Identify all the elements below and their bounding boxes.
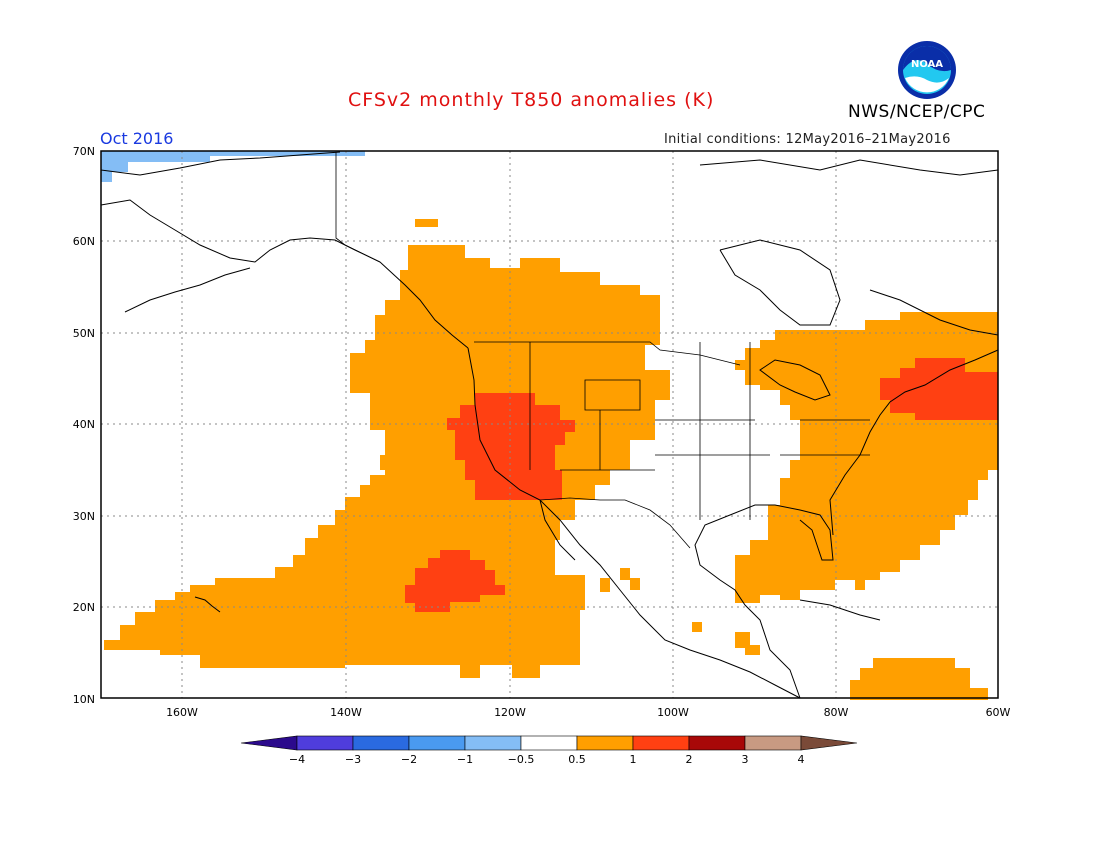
gulf-coast [694,504,834,699]
anomaly-region-warm-central-america [692,622,702,632]
valid-month-label: Oct 2016 [100,129,174,148]
anomaly-region-warm-east [735,312,998,603]
lon-label: 160W [166,706,198,719]
lat-label: 10N [73,693,95,706]
lat-label: 40N [73,418,95,431]
anomaly-region-hot-northeast [880,358,998,420]
lat-label: 50N [73,327,95,340]
anomaly-region-hot-california [447,393,575,500]
agency-label: NWS/NCEP/CPC [848,102,986,122]
colorbar-label: 1 [630,753,637,766]
alaska-coast [100,199,469,349]
lat-label: 70N [73,145,95,158]
lat-labels: 70N 60N 50N 40N 30N 20N 10N [73,145,95,706]
colorbar-label: −2 [401,753,417,766]
anomaly-region-warm-mexico-dot2 [620,568,640,590]
colorbar-label: 0.5 [568,753,586,766]
lon-labels: 160W 140W 120W 100W 80W 60W [166,706,1010,719]
lat-label: 20N [73,601,95,614]
east-coast [829,349,999,536]
noaa-logo-text: NOAA [911,59,943,70]
great-lakes [759,359,831,401]
cuba [799,599,881,621]
chart-title: CFSv2 monthly T850 anomalies (K) [348,89,715,111]
colorbar-swatch [744,735,802,751]
colorbar-swatch [408,735,466,751]
anomaly-region-warm-pacific [104,245,670,678]
colorbar-label: −4 [289,753,305,766]
aleutians [124,267,251,313]
lon-label: 120W [494,706,526,719]
anomaly-region-warm-caribbean [850,658,988,700]
lon-label: 80W [824,706,849,719]
anomaly-region-hot-pacific [405,550,505,612]
colorbar-swatch [520,735,578,751]
noaa-logo-icon: NOAA [898,41,956,99]
coastlines [100,151,999,699]
lat-label: 60N [73,235,95,248]
colorbar-label: −1 [457,753,473,766]
colorbar-swatch [464,735,522,751]
anomaly-shading [101,151,998,700]
lat-label: 30N [73,510,95,523]
colorbar-swatch [576,735,634,751]
anomaly-region-cool [101,151,365,182]
arctic-coast [100,151,341,176]
hawaii [194,596,221,613]
colorbar-swatch [688,735,746,751]
colorbar-swatch [800,735,858,751]
colorbar-label: 2 [686,753,693,766]
hudson-bay [719,239,841,326]
gridlines [101,151,998,698]
colorbar-label: −3 [345,753,361,766]
anomaly-region-warm-mexico-dot [600,578,610,592]
alaska-canada-border [335,152,381,263]
colorbar-swatch [632,735,690,751]
anomaly-region-warm-gulf-alaska [415,219,438,227]
colorbar-swatch [352,735,410,751]
colorbar-label: −0.5 [508,753,535,766]
canada-arctic [699,159,999,176]
colorbar-label: 4 [798,753,805,766]
initial-conditions-label: Initial conditions: 12May2016–21May2016 [664,132,951,147]
lon-label: 60W [986,706,1011,719]
political-borders [335,152,870,549]
west-coast [467,347,801,699]
colorbar-swatch [240,735,298,751]
us-states [529,342,870,520]
colorbar: −4 −3 −2 −1 −0.5 0.5 1 2 3 4 [240,735,858,766]
us-canada-border [474,341,741,366]
colorbar-swatch [296,735,354,751]
lon-label: 140W [330,706,362,719]
anomaly-region-warm-yucatan [735,632,760,655]
us-mexico-border [539,497,691,549]
lon-label: 100W [657,706,689,719]
map-frame [100,150,999,699]
labrador [869,289,999,336]
colorbar-label: 3 [742,753,749,766]
baja [539,499,576,561]
